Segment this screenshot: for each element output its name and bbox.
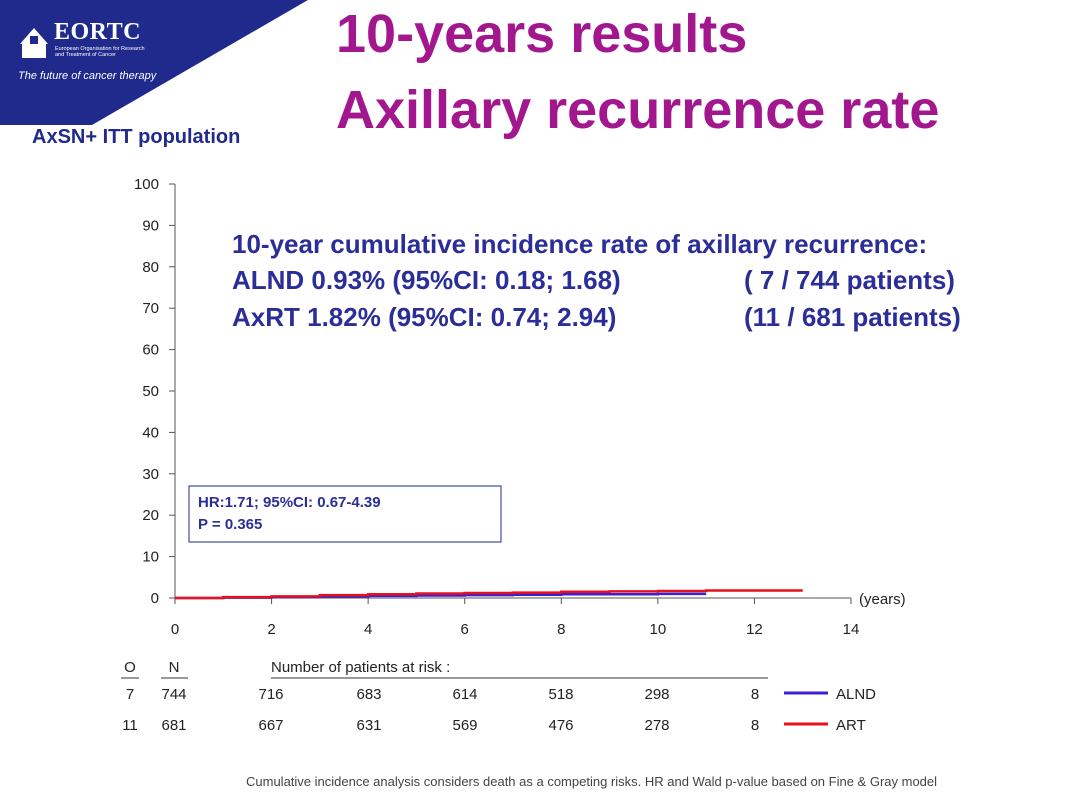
page-title-line2: Axillary recurrence rate	[336, 80, 940, 140]
series-line-art	[175, 589, 803, 600]
page-title-line1: 10-years results	[336, 4, 748, 64]
x-tick-label: 10	[650, 621, 667, 638]
risk-header-label: Number of patients at risk :	[271, 659, 450, 676]
y-tick-label: 100	[134, 176, 159, 193]
y-tick-label: 20	[142, 507, 159, 524]
p-value-line: P = 0.365	[198, 516, 262, 533]
summary-axrt-patients: (11 / 681 patients)	[744, 302, 961, 332]
x-tick-label: 4	[364, 621, 372, 638]
risk-cell: 667	[258, 717, 283, 734]
logo-subtitle: European Organisation for Research and T…	[55, 46, 145, 58]
x-axis-label: (years)	[859, 591, 906, 608]
logo-tagline: The future of cancer therapy	[18, 70, 157, 82]
risk-header-n: N	[169, 659, 180, 676]
y-tick-label: 0	[151, 590, 159, 607]
y-tick-label: 80	[142, 259, 159, 276]
summary-heading: 10-year cumulative incidence rate of axi…	[232, 229, 928, 259]
x-tick-label: 2	[267, 621, 275, 638]
legend-label-alnd: ALND	[836, 686, 876, 703]
risk-cell: 298	[644, 686, 669, 703]
hr-line: HR:1.71; 95%CI: 0.67-4.39	[198, 494, 381, 511]
x-tick-label: 8	[557, 621, 565, 638]
y-tick-label: 90	[142, 217, 159, 234]
logo-name: EORTC	[54, 19, 142, 45]
risk-cell: 716	[258, 686, 283, 703]
legend-label-art: ART	[836, 717, 866, 734]
population-label: AxSN+ ITT population	[32, 126, 241, 148]
summary-alnd-patients: ( 7 / 744 patients)	[744, 265, 955, 295]
hr-box	[188, 485, 502, 543]
x-tick-label: 6	[461, 621, 469, 638]
risk-cell: 8	[751, 717, 759, 734]
y-tick-label: 30	[142, 466, 159, 483]
logo-corner-banner	[0, 0, 308, 125]
risk-cell: 278	[644, 717, 669, 734]
risk-header-o: O	[124, 659, 136, 676]
y-tick-label: 50	[142, 383, 159, 400]
y-tick-label: 40	[142, 424, 159, 441]
risk-cell: 614	[452, 686, 477, 703]
summary-axrt-rate: AxRT 1.82% (95%CI: 0.74; 2.94)	[232, 302, 617, 332]
y-tick-label: 70	[142, 300, 159, 317]
y-tick-label: 60	[142, 342, 159, 359]
risk-cell: 476	[548, 717, 573, 734]
x-tick-label: 14	[843, 621, 860, 638]
summary-alnd-rate: ALND 0.93% (95%CI: 0.18; 1.68)	[232, 265, 621, 295]
risk-cell: 518	[548, 686, 573, 703]
risk-row-o: 7	[126, 686, 134, 703]
risk-row-n: 744	[161, 686, 186, 703]
footnote: Cumulative incidence analysis considers …	[246, 774, 938, 789]
x-tick-label: 12	[746, 621, 763, 638]
risk-row-n: 681	[161, 717, 186, 734]
x-tick-label: 0	[171, 621, 179, 638]
risk-cell: 8	[751, 686, 759, 703]
y-tick-label: 10	[142, 549, 159, 566]
series-line-alnd	[175, 592, 707, 600]
risk-cell: 569	[452, 717, 477, 734]
eortc-logo-icon	[20, 28, 48, 58]
risk-row-o: 11	[122, 717, 138, 734]
risk-cell: 631	[356, 717, 381, 734]
risk-cell: 683	[356, 686, 381, 703]
